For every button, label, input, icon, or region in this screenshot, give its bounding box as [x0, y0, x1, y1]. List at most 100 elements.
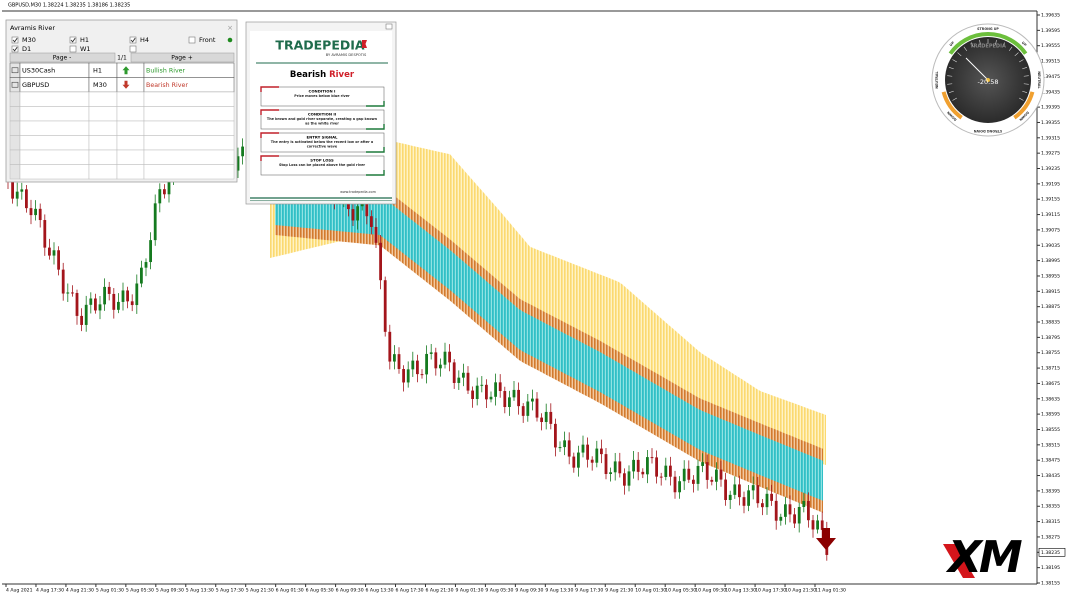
condition-corner	[366, 147, 385, 153]
checkbox[interactable]	[69, 45, 77, 53]
candle-body	[480, 384, 484, 386]
candle-body	[595, 448, 599, 463]
gauge-tick	[948, 90, 954, 93]
candle-body	[149, 240, 152, 263]
time-label: 9 Aug 01:30	[455, 588, 483, 594]
candle-body	[140, 267, 143, 284]
table-cell	[116, 120, 145, 136]
candle-body	[724, 479, 727, 501]
candle-body	[462, 372, 465, 378]
candle-body	[540, 417, 543, 423]
candle-body	[80, 315, 83, 325]
table-cell	[19, 91, 90, 107]
candle-body	[710, 479, 714, 482]
condition-corner	[366, 170, 385, 176]
condition-text: corrective wave	[307, 145, 338, 149]
candle-body	[393, 354, 396, 362]
candle-body	[144, 262, 148, 268]
card-close[interactable]	[385, 23, 393, 30]
candle-body	[526, 401, 530, 416]
candle-body	[609, 472, 612, 475]
candle-body	[816, 520, 819, 530]
gauge-label: UP	[949, 40, 956, 47]
page-next-button[interactable]	[130, 52, 235, 63]
table-cell	[116, 91, 145, 107]
price-label: 1.39275	[1041, 151, 1060, 157]
price-label: 1.39155	[1041, 197, 1060, 203]
price-label: 1.38315	[1041, 519, 1060, 525]
candle-body	[761, 503, 764, 508]
checkbox[interactable]	[129, 45, 137, 53]
checkbox[interactable]	[69, 36, 77, 44]
candle-body	[107, 286, 111, 294]
table-cell	[143, 120, 235, 136]
condition-title: CONDITION I	[309, 89, 336, 94]
page-prev-button[interactable]	[9, 52, 116, 63]
gauge-tick	[1019, 97, 1024, 101]
time-label: 6 Aug 01:30	[276, 588, 304, 594]
price-label: 1.38595	[1041, 412, 1060, 418]
candle-body	[48, 247, 51, 256]
price-label: 1.38275	[1041, 534, 1060, 540]
candle-body	[742, 497, 746, 506]
candle-body	[61, 269, 65, 294]
candle-body	[439, 364, 442, 369]
condition-corner	[366, 101, 385, 107]
gauge-tick	[971, 42, 974, 48]
condition-corner	[260, 86, 279, 92]
candle-body	[356, 206, 359, 221]
table-cell	[88, 149, 118, 165]
candle-body	[126, 290, 129, 302]
card-subtitle: BY AVRAMIS DESPOTIS	[326, 53, 367, 57]
price-label: 1.39235	[1041, 166, 1060, 172]
candle-body	[130, 301, 134, 306]
checkbox[interactable]	[11, 45, 19, 53]
candle-body	[774, 500, 778, 521]
candle-body	[153, 203, 157, 241]
candle-body	[443, 351, 447, 365]
gauge-tick	[947, 75, 953, 77]
condition-text: The brown and gold river separate, creat…	[267, 117, 378, 121]
table-cell	[19, 164, 90, 180]
gauge-tick	[947, 83, 953, 85]
table-cell	[88, 135, 118, 151]
candle-body	[535, 398, 539, 418]
candle-body	[802, 500, 806, 507]
table-cell	[116, 77, 145, 93]
card-title: Bearish River	[290, 70, 355, 80]
candle-body	[613, 461, 617, 473]
price-label: 1.38515	[1041, 442, 1060, 448]
time-label: 9 Aug 13:30	[545, 588, 573, 594]
candle-body	[673, 476, 677, 493]
table-cell	[143, 164, 235, 180]
table-cell	[88, 164, 118, 180]
price-label: 1.39595	[1041, 28, 1060, 34]
candle-body	[590, 459, 594, 463]
price-label: 1.39435	[1041, 89, 1060, 95]
table-cell	[143, 149, 235, 165]
checkbox[interactable]	[188, 36, 196, 44]
time-label: 5 Aug 01:30	[96, 588, 124, 594]
candle-body	[563, 440, 566, 448]
table-cell	[19, 135, 90, 151]
gauge-needle	[965, 57, 989, 81]
time-label: 6 Aug 13:30	[366, 588, 394, 594]
card-title-word: Bearish	[290, 70, 326, 80]
condition-corner	[260, 155, 279, 161]
condition-text: Price moves below blue river	[294, 94, 350, 98]
candle-body	[705, 462, 709, 480]
candle-body	[420, 374, 424, 376]
condition-box	[260, 155, 385, 176]
price-label: 1.38795	[1041, 335, 1060, 341]
price-label: 1.38715	[1041, 366, 1060, 372]
price-label: 1.38915	[1041, 289, 1060, 295]
table-cell	[19, 149, 90, 165]
checkbox[interactable]	[129, 36, 137, 44]
checkbox[interactable]	[11, 36, 19, 44]
symbol-info: GBPUSD,M30 1.38224 1.38235 1.38186 1.382…	[8, 3, 130, 9]
panel-close[interactable]: ×	[227, 24, 233, 32]
candle-body	[98, 304, 102, 311]
price-label: 1.38475	[1041, 458, 1060, 464]
table-cell	[116, 149, 145, 165]
